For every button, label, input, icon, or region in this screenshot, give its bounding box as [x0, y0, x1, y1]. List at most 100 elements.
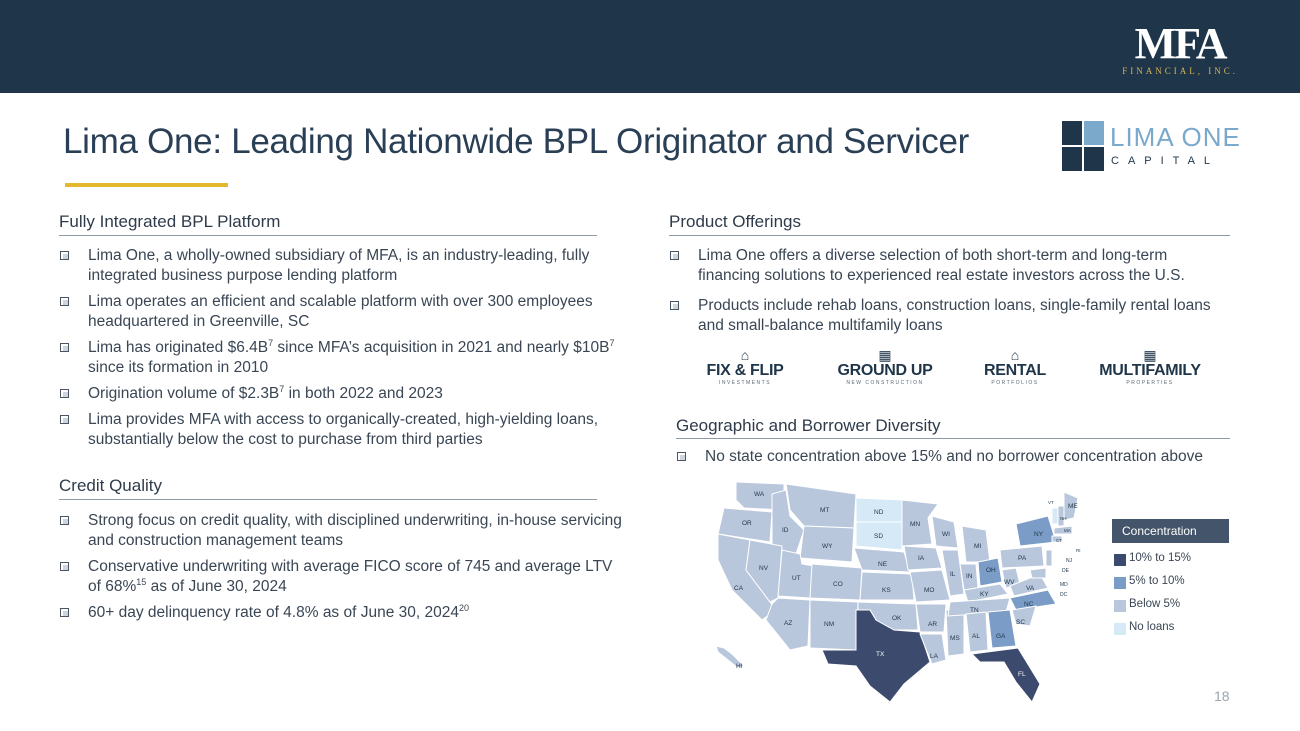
- bullet-box-icon: [60, 251, 69, 260]
- credit-bullets: Strong focus on credit quality, with dis…: [59, 511, 624, 629]
- list-item: No state concentration above 15% and no …: [676, 447, 1236, 467]
- platform-rule: [59, 235, 597, 236]
- state-label: ND: [874, 509, 884, 516]
- state-pa: [999, 545, 1045, 569]
- state-label: MT: [820, 507, 829, 514]
- bullet-box-icon: [60, 415, 69, 424]
- state-wy: [799, 525, 855, 563]
- bullet-box-icon: [60, 516, 69, 525]
- state-tx: [821, 609, 931, 703]
- state-label: DC: [1060, 592, 1068, 598]
- state-label: MI: [974, 543, 981, 550]
- state-label: WV: [1004, 579, 1015, 586]
- state-or: [717, 507, 773, 543]
- state-il: [941, 549, 965, 597]
- list-item: Lima One, a wholly-owned subsidiary of M…: [59, 246, 619, 286]
- state-label: CO: [833, 581, 843, 588]
- credit-heading: Credit Quality: [59, 476, 162, 495]
- credit-rule: [59, 499, 597, 500]
- fix-and-flip-logo: ⌂ FIX & FLIP INVESTMENTS: [700, 348, 790, 386]
- bullet-box-icon: [60, 389, 69, 398]
- products-heading: Product Offerings: [669, 212, 801, 231]
- list-item: Lima provides MFA with access to organic…: [59, 410, 619, 450]
- state-ar: [915, 603, 947, 633]
- legend-swatch: [1114, 600, 1126, 612]
- state-nj: [1045, 549, 1053, 567]
- state-label: NC: [1024, 601, 1034, 608]
- state-label: TX: [876, 651, 885, 658]
- house-key-icon: ⌂: [1010, 347, 1020, 363]
- legend-title: Concentration: [1112, 519, 1229, 543]
- house-tools-icon: ⌂: [740, 347, 750, 363]
- list-item: Origination volume of $2.3B7 in both 202…: [59, 384, 619, 404]
- apartment-icon: ▦: [1143, 347, 1157, 363]
- state-label: RI: [1076, 548, 1081, 553]
- state-nc: [1009, 589, 1057, 611]
- list-item: Conservative underwriting with average F…: [59, 557, 624, 597]
- state-label: MD: [1060, 582, 1068, 588]
- state-label: WA: [754, 491, 765, 498]
- state-label: DE: [1062, 568, 1070, 574]
- state-label: OR: [742, 520, 752, 527]
- state-label: IN: [966, 573, 973, 580]
- products-bullets: Lima One offers a diverse selection of b…: [669, 246, 1224, 342]
- state-al: [965, 611, 989, 653]
- state-label: MO: [924, 587, 934, 594]
- geo-heading: Geographic and Borrower Diversity: [676, 416, 941, 435]
- platform-heading: Fully Integrated BPL Platform: [59, 212, 281, 231]
- list-item: Strong focus on credit quality, with dis…: [59, 511, 624, 551]
- state-label: FL: [1018, 671, 1026, 678]
- state-label: IA: [918, 555, 925, 562]
- legend-item: Below 5%: [1112, 593, 1229, 616]
- state-label: MN: [910, 521, 920, 528]
- legend-swatch: [1114, 554, 1126, 566]
- state-label: KS: [882, 587, 891, 594]
- bullet-box-icon: [60, 297, 69, 306]
- state-md: [1029, 567, 1047, 579]
- state-label: WY: [822, 543, 833, 550]
- state-va: [1009, 573, 1049, 597]
- legend-item: 10% to 15%: [1112, 547, 1229, 570]
- state-label: KY: [980, 591, 989, 598]
- state-label: ID: [782, 527, 789, 534]
- state-label: PA: [1018, 555, 1027, 562]
- state-vt: [1051, 507, 1059, 525]
- state-fl: [970, 647, 1041, 703]
- list-item: Products include rehab loans, constructi…: [669, 296, 1224, 336]
- building-crane-icon: ▦: [878, 347, 892, 363]
- state-label: VT: [1048, 500, 1054, 505]
- lima-one-logo: LIMA ONE CAPITAL: [1062, 121, 1242, 171]
- title-underline: [65, 183, 228, 187]
- state-ma: [1053, 525, 1073, 535]
- state-oh: [977, 557, 1003, 587]
- state-label: NE: [878, 561, 888, 568]
- legend-item: No loans: [1112, 616, 1229, 639]
- state-label: AR: [928, 621, 937, 628]
- state-label: NV: [759, 565, 769, 572]
- multifamily-logo: ▦ MULTIFAMILY PROPERTIES: [1090, 348, 1210, 386]
- state-ne: [853, 547, 911, 573]
- state-labels: WA OR CA ID NV MT WY UT AZ CO NM ND SD N…: [734, 491, 1081, 678]
- us-concentration-map: WA OR CA ID NV MT WY UT AZ CO NM ND SD N…: [710, 470, 1100, 710]
- state-nh: [1057, 505, 1065, 527]
- state-wi: [931, 515, 959, 549]
- bullet-box-icon: [60, 562, 69, 571]
- rental-logo: ⌂ RENTAL PORTFOLIOS: [975, 348, 1055, 386]
- bullet-box-icon: [670, 251, 679, 260]
- state-label: LA: [930, 653, 939, 660]
- legend-item: 5% to 10%: [1112, 570, 1229, 593]
- legend-swatch: [1114, 623, 1126, 635]
- state-label: WI: [942, 531, 950, 538]
- state-me: [1063, 491, 1079, 521]
- page-number: 18: [1214, 688, 1230, 704]
- mfa-logo: MFA FINANCIAL, INC.: [1122, 19, 1238, 77]
- state-mn: [901, 499, 939, 547]
- state-label: GA: [996, 633, 1006, 640]
- state-ct: [1051, 535, 1063, 543]
- bullet-box-icon: [677, 452, 686, 461]
- page-title: Lima One: Leading Nationwide BPL Origina…: [63, 122, 970, 161]
- state-ms: [945, 609, 965, 657]
- state-la: [919, 633, 947, 665]
- state-label: MS: [950, 635, 960, 642]
- mfa-logo-text: MFA: [1134, 19, 1228, 68]
